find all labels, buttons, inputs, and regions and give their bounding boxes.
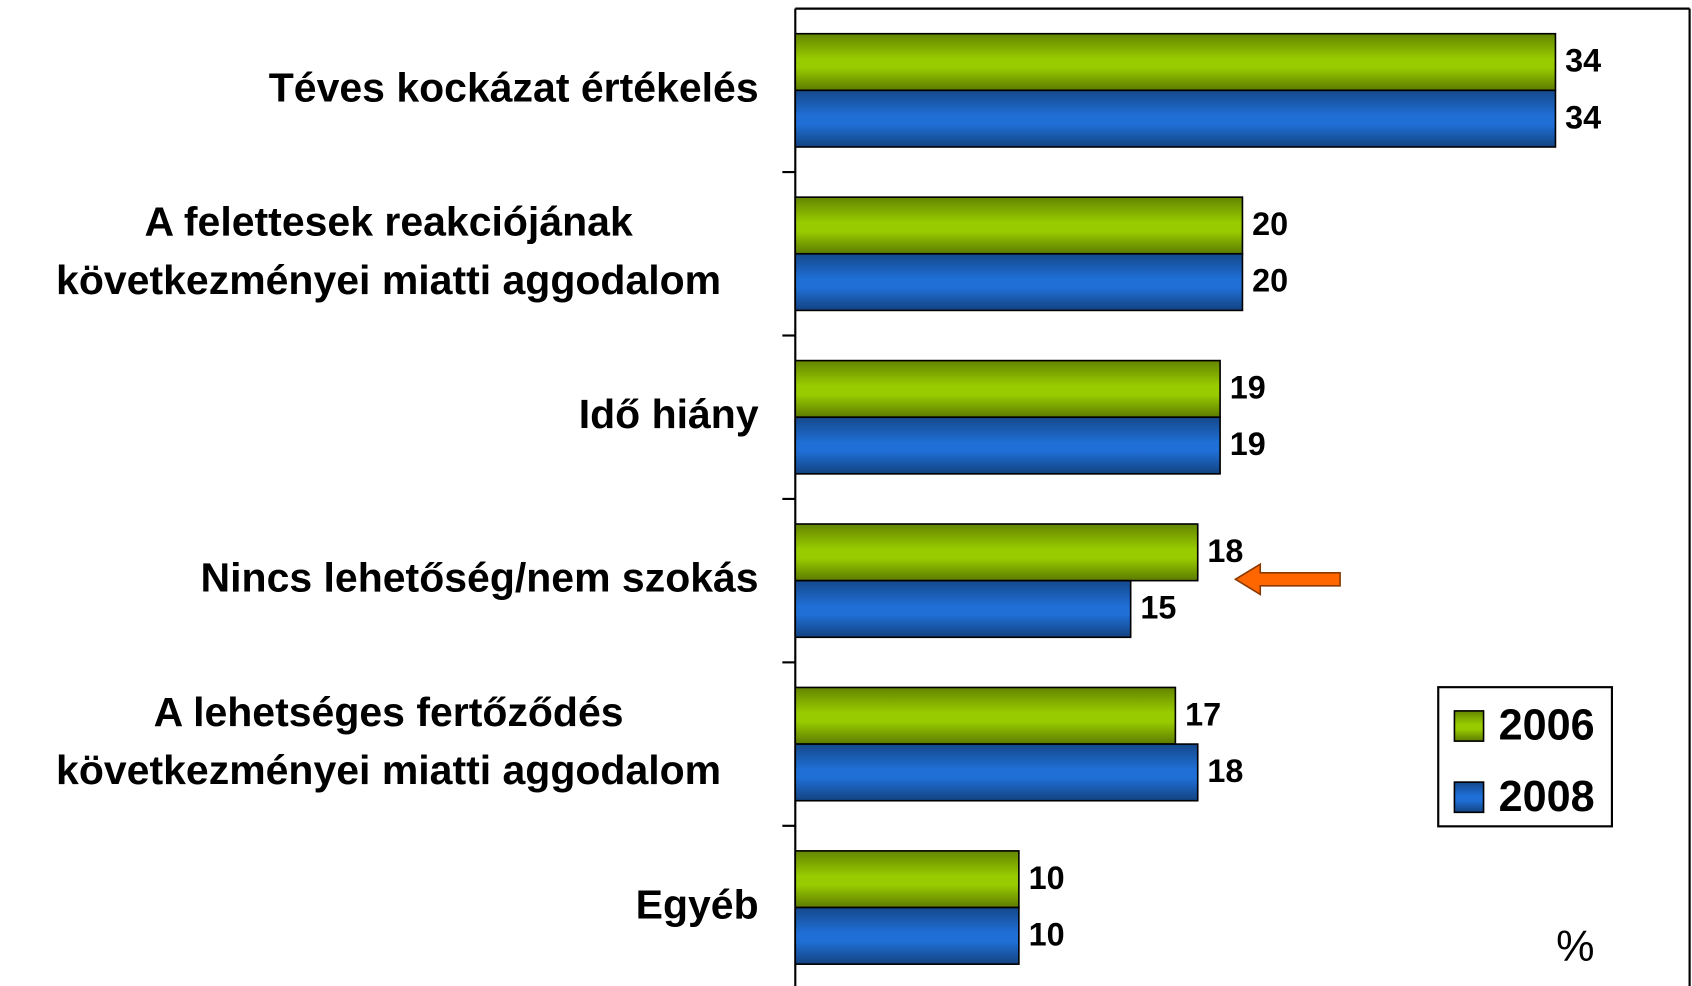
- bar: [795, 33, 1556, 91]
- bar: [795, 90, 1556, 147]
- category-label: A lehetséges fertőződés következményei mi…: [56, 689, 721, 793]
- category-label-line: Téves kockázat értékelés: [269, 64, 759, 110]
- unit-annotation: %: [1556, 923, 1594, 971]
- bar: [795, 687, 1176, 745]
- category-label: Nincs lehetőség/nem szokás: [201, 554, 759, 600]
- category-label: Egyéb: [636, 881, 759, 927]
- legend-label: 2006: [1499, 702, 1595, 750]
- bar: [795, 417, 1221, 474]
- category-label-line: A felettesek reakciójának: [144, 198, 632, 244]
- value-label: 34: [1565, 43, 1601, 79]
- category-label-line: Idő hiány: [579, 391, 759, 437]
- bar: [795, 524, 1198, 581]
- bar: [795, 253, 1243, 311]
- value-label: 17: [1185, 696, 1221, 732]
- category-label-line: következményei miatti aggodalom: [56, 747, 721, 793]
- value-label: 34: [1565, 99, 1601, 135]
- category-label-line: A lehetséges fertőződés: [154, 689, 624, 735]
- value-label: 20: [1252, 206, 1288, 242]
- category-label: Idő hiány: [579, 391, 759, 437]
- value-label: 10: [1029, 916, 1065, 952]
- category-label: Téves kockázat értékelés: [269, 64, 759, 110]
- category-label: A felettesek reakciójának következményei …: [56, 198, 721, 302]
- bar: [795, 197, 1243, 254]
- value-label: 19: [1230, 426, 1266, 462]
- category-label-line: Egyéb: [636, 881, 759, 927]
- value-label: 10: [1029, 860, 1065, 896]
- value-label: 19: [1230, 370, 1266, 406]
- arrow: [1233, 562, 1341, 596]
- bar: [795, 744, 1198, 801]
- legend-swatch-shade: [1453, 781, 1485, 814]
- legend-swatch-shade: [1453, 710, 1485, 742]
- category-label-line: következményei miatti aggodalom: [56, 257, 721, 303]
- bar: [795, 907, 1019, 965]
- legend-label: 2008: [1499, 773, 1595, 821]
- bar: [795, 580, 1131, 638]
- bar: [795, 850, 1019, 908]
- value-label: 15: [1140, 590, 1176, 626]
- value-label: 18: [1207, 533, 1243, 569]
- bar: [795, 360, 1221, 418]
- value-label: 20: [1252, 263, 1288, 299]
- value-label: 18: [1207, 753, 1243, 789]
- category-label-line: Nincs lehetőség/nem szokás: [201, 554, 759, 600]
